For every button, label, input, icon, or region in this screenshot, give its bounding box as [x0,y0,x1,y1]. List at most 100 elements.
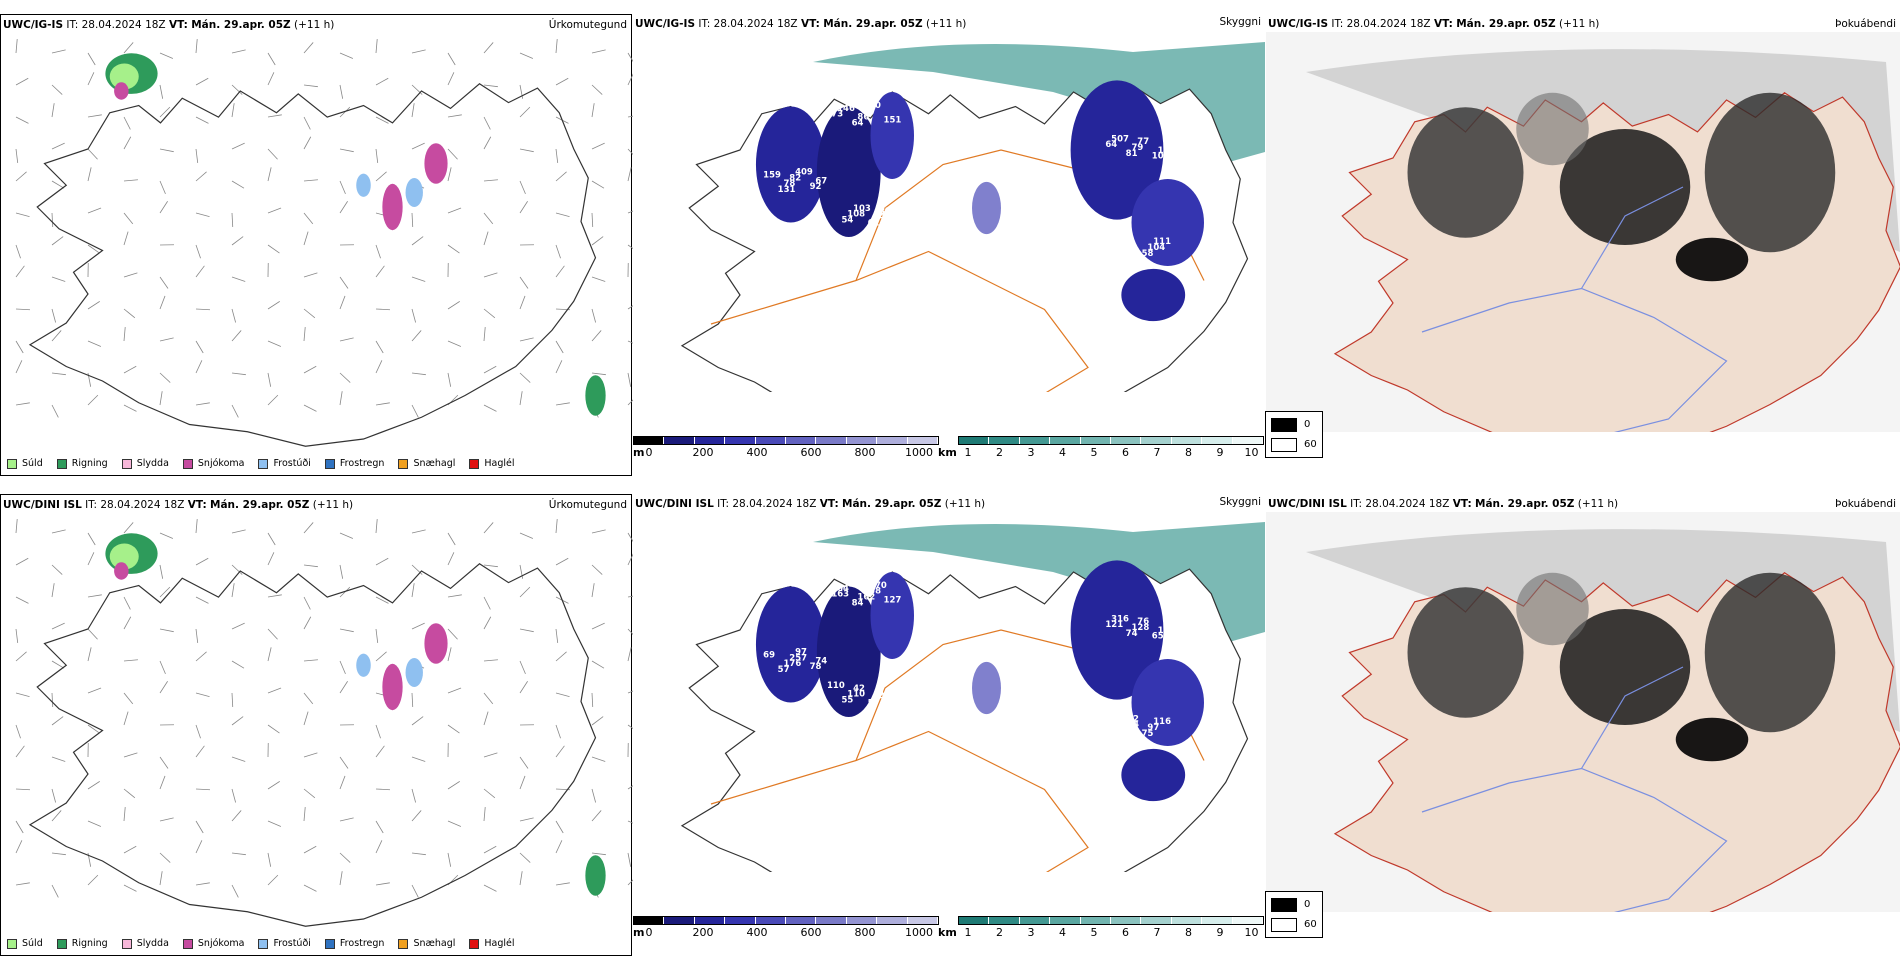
tick-label: 400 [747,926,768,939]
visibility-bar-segment [989,437,1019,444]
tick-label: 5 [1091,446,1098,459]
ceiling-value-label: 77 [1137,137,1149,147]
panel-title: Þokuábendi [1835,18,1896,30]
legend-item-sleet: Slydda [122,458,169,469]
wind-barb [520,533,533,538]
wind-barb [556,172,567,181]
tick-label: 0 [646,446,653,459]
wind-barb [592,717,603,725]
tick-label: 10 [1245,446,1259,459]
wind-barb [52,181,64,188]
wind-barb [520,818,534,821]
visibility-bar-segment [959,917,989,924]
ceiling-bar-segment [877,917,907,924]
wind-barb [376,266,384,277]
wind-barb [340,391,342,405]
wind-barb [232,583,234,597]
low-ceiling-area [756,587,826,703]
ceiling-value-label: 97 [795,648,807,658]
snow-area [424,623,447,664]
wind-barb [268,341,281,346]
wind-barb [16,78,28,85]
low-ceiling-area [972,662,1001,714]
wind-barb [160,871,162,885]
wind-barb [628,647,631,661]
wind-barb [124,807,125,821]
legend-item-freezing-rain: Frostregn [325,938,385,949]
wind-barb [520,587,530,597]
wind-barb [556,693,570,697]
freezing-drizzle-area [406,178,423,207]
wind-barb [196,117,208,123]
tick-label: 6 [1122,926,1129,939]
wind-barb [592,623,605,629]
ceiling-value-label: 103 [853,204,871,214]
tick-label: 8 [1185,926,1192,939]
ceiling-value-label: 146 [837,104,855,114]
wind-barb [196,821,203,833]
fog-legend-swatch-0 [1271,898,1297,912]
precip-legend: Súld Rigning Slydda Snjókoma Frostúði Fr… [7,458,515,469]
wind-barb [340,853,350,863]
ceiling-bar-segment [816,917,846,924]
wind-barb [268,301,280,309]
tick-label: 200 [693,926,714,939]
wind-barb [16,746,24,757]
wind-barb [592,810,601,821]
visibility-bar-segment [1081,437,1111,444]
wind-barb [232,810,241,821]
wind-barb [88,149,98,159]
wind-barb [16,341,23,353]
wind-barb [340,277,348,288]
ceiling-value-label: 111 [1153,237,1171,247]
wind-barb [520,661,525,674]
wind-barb [232,181,244,188]
tick-label: 0 [646,926,653,939]
wind-barb [340,296,345,309]
freezing-drizzle-area [356,654,371,677]
wind-barb [376,309,390,310]
wind-barb [232,237,243,245]
wind-barb [592,583,594,597]
wind-barb [484,405,496,411]
wind-barb [16,213,30,217]
wind-barb [16,172,27,181]
ceiling-value-label: 71 [762,565,774,575]
wind-barb [160,181,165,194]
panel-title: Skyggni [1220,16,1262,28]
wind-barb [520,757,528,768]
wind-barb [196,883,210,885]
wind-barb [196,629,198,643]
low-ceiling-area [756,107,826,223]
wind-barb [340,338,354,341]
wind-barb [520,853,530,863]
wind-barb [268,629,278,639]
ceiling-unit: m [633,446,644,459]
wind-barb [160,85,163,99]
wind-barb [304,213,313,224]
wind-barb [376,746,384,757]
tick-label: 2 [996,926,1003,939]
wind-barb [556,725,561,738]
wind-barb [448,149,458,159]
wind-barb [268,373,271,387]
wind-barb [124,42,133,53]
wind-barb [160,149,174,152]
fog-dense-area [1408,107,1524,238]
wind-barb [412,810,421,821]
wind-barb [484,309,495,318]
wind-barb [484,42,493,53]
wind-barb [16,403,30,405]
fog-legend-swatch-0 [1271,418,1297,432]
wind-barb [520,53,533,58]
wind-barb [160,681,168,693]
wind-barb [196,360,202,373]
tick-label: 4 [1059,926,1066,939]
fog-indicator-map [1266,32,1900,432]
visibility-bar-segment [1020,917,1050,924]
panel-header: UWC/DINI ISL IT: 28.04.2024 18Z VT: Mán.… [1268,498,1618,510]
ceiling-bar-segment [725,437,755,444]
wind-barb [88,167,91,181]
wind-barb [484,232,488,245]
wind-barb [52,565,62,575]
